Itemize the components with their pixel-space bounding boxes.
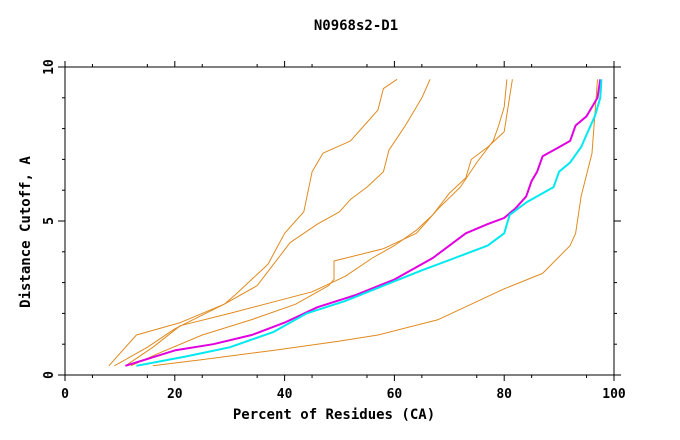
x-tick-label: 100	[602, 387, 626, 402]
x-tick-label: 40	[277, 387, 293, 402]
series-line-orange-4	[130, 79, 508, 367]
x-tick-label: 60	[387, 387, 403, 402]
y-axis-label: Distance Cutoff, A	[18, 156, 34, 308]
y-tick-label: 0	[42, 371, 57, 379]
series-line-orange-5	[152, 79, 598, 367]
axis-layer: 0 20 40 60 80 100 0 5 10	[42, 59, 626, 402]
series-layer	[108, 78, 603, 367]
x-tick-label: 20	[167, 387, 183, 402]
x-axis-label: Percent of Residues (CA)	[233, 407, 435, 423]
series-line-cyan	[136, 79, 603, 367]
y-tick-label: 5	[42, 217, 57, 225]
series-line-orange-2	[114, 79, 431, 367]
y-tick-label: 10	[42, 59, 57, 75]
series-line-orange-1	[108, 78, 398, 367]
chart-title: N0968s2-D1	[314, 18, 398, 34]
x-tick-label: 80	[496, 387, 512, 402]
series-line-magenta	[125, 79, 602, 367]
x-tick-label: 0	[61, 387, 69, 402]
